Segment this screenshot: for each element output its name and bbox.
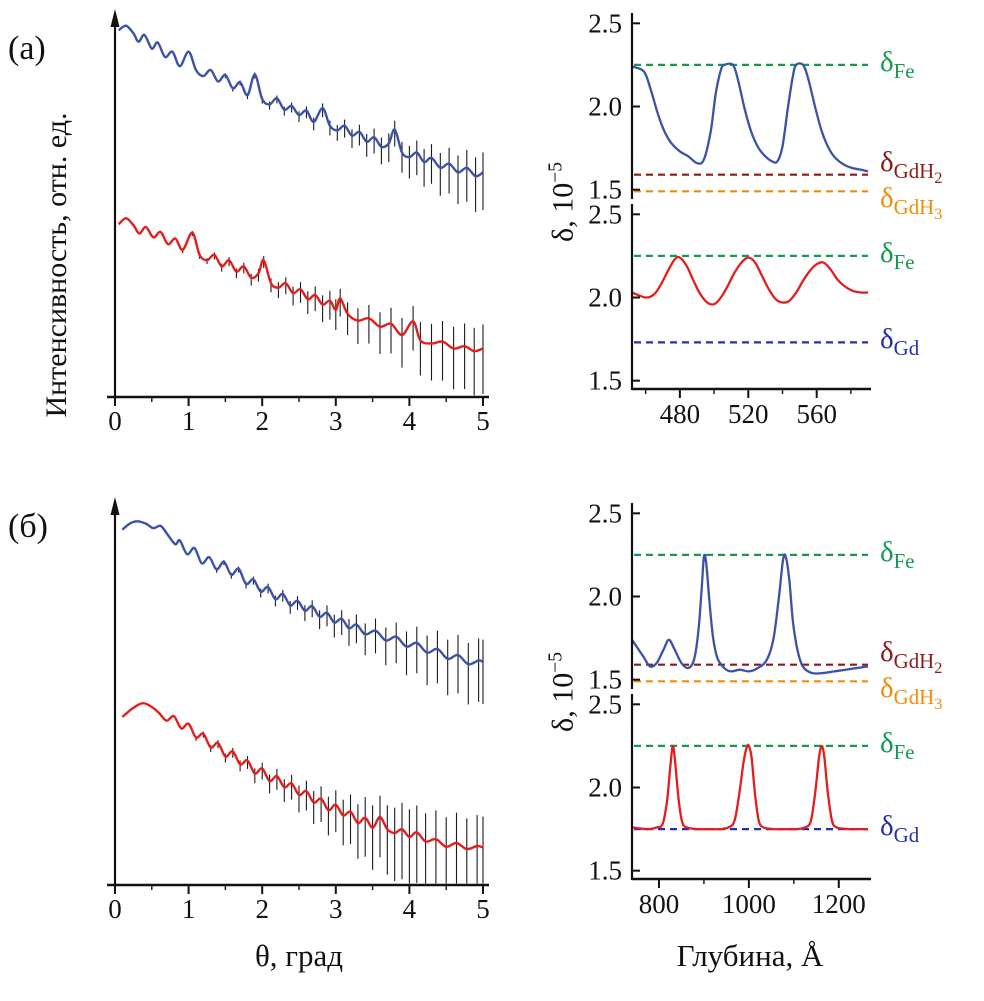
profile-a-bottom: 2.5 2.0 1.5 480 520 560 [588,199,871,429]
reflectivity-a: 0 1 2 3 4 5 [107,9,490,436]
x-tick-label: 3 [329,406,343,436]
delta-gdh2-label: δGdH2 [880,145,943,187]
x-tick-label: 4 [403,894,417,924]
blue-curve-errorbars [216,560,484,705]
delta-gdh3-label: δGdH3 [880,182,943,224]
x-tick-label: 3 [329,894,343,924]
panel-a-letter: (а) [8,30,46,67]
red-curve-errorbars [182,231,484,396]
red-profile [631,743,868,831]
y-axis-arrow-icon [110,497,120,515]
x-tick-label: 520 [728,399,769,429]
x-tick-label: 1 [182,406,196,436]
delta-gdh2-label: δGdH2 [880,635,943,677]
delta-gd-label: δGd [880,810,920,848]
x-tick-label: 560 [796,399,837,429]
delta-axis-label-a: δ, 10−5 [546,162,581,242]
y-tick-label: 2.0 [588,92,622,122]
y-tick-label: 2.0 [588,773,622,803]
y-tick-label: 2.5 [588,199,622,229]
delta-fe-label: δFe [880,727,915,764]
blue-curve [117,24,484,178]
red-profile [631,255,869,306]
x-tick-label: 4 [403,406,417,436]
delta-fe-label: δFe [880,536,915,573]
delta-fe-label: δFe [880,237,915,274]
y-tick-label: 1.5 [588,175,622,205]
y-tick-label: 2.5 [588,498,622,528]
red-curve [117,217,484,353]
x-tick-label: 1200 [812,889,866,919]
delta-axis-label-b-base: δ, 10 [546,672,580,732]
y-axis-arrow-icon [110,9,120,27]
delta-axis-label-b-exp: −5 [545,652,567,673]
reflectivity-b: 0 1 2 3 4 5 [107,497,490,924]
panel-b-letter: (б) [8,508,48,545]
delta-gd-label: δGd [880,323,920,361]
x-tick-label: 0 [108,406,122,436]
delta-axis-label-b: δ, 10−5 [546,652,581,732]
y-tick-label: 1.5 [588,856,622,886]
blue-profile [631,62,869,173]
delta-axis-label-a-base: δ, 10 [546,182,580,242]
x-tick-label: 1 [182,894,196,924]
red-curve [121,702,484,851]
profile-a-top: 2.5 2.0 1.5 [588,8,869,205]
x-tick-label: 1000 [722,889,776,919]
blue-curve [121,520,484,666]
x-tick-label: 5 [476,406,490,436]
y-tick-label: 2.5 [588,689,622,719]
depth-axis-label: Глубина, Å [676,938,824,973]
intensity-axis-label: Интенсивность, отн. ед. [40,112,73,418]
x-tick-label: 5 [476,894,490,924]
delta-axis-label-a-exp: −5 [545,162,567,183]
y-tick-label: 2.0 [588,283,622,313]
theta-axis-label: θ, град [254,938,344,973]
profile-b-top: 2.5 2.0 1.5 [588,498,869,695]
x-tick-label: 480 [660,399,701,429]
y-tick-label: 2.5 [588,8,622,38]
y-tick-label: 1.5 [588,665,622,695]
y-tick-label: 1.5 [588,366,622,396]
x-tick-label: 800 [639,889,680,919]
profile-b-bottom: 2.5 2.0 1.5 800 1000 1200 [588,689,871,919]
x-tick-label: 2 [255,894,269,924]
blue-profile [631,553,869,675]
delta-fe-label: δFe [880,46,915,83]
y-tick-label: 2.0 [588,582,622,612]
delta-gdh3-label: δGdH3 [880,672,943,714]
blue-curve-errorbars [224,72,484,212]
x-tick-label: 2 [255,406,269,436]
x-tick-label: 0 [108,894,122,924]
